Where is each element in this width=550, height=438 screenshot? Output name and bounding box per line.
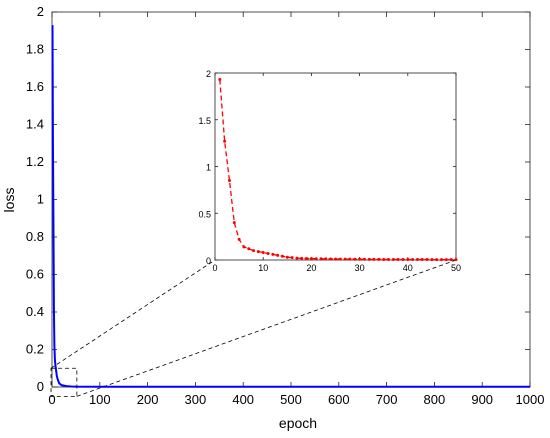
main-x-tick-label: 800 xyxy=(424,392,446,407)
inset-data-point xyxy=(232,221,236,225)
inset-data-point xyxy=(338,257,342,261)
main-x-tick-label: 500 xyxy=(280,392,302,407)
inset-x-tick-label: 20 xyxy=(306,263,316,273)
inset-data-point xyxy=(430,258,434,262)
inset-data-point xyxy=(227,179,231,183)
inset-data-point xyxy=(247,247,251,251)
inset-data-point xyxy=(348,257,352,261)
inset-data-point xyxy=(256,250,260,254)
main-x-tick-label: 1000 xyxy=(516,392,545,407)
x-axis-title: epoch xyxy=(279,415,317,431)
inset-data-point xyxy=(276,253,280,257)
zoom-connector-left xyxy=(50,259,216,369)
inset-data-point xyxy=(411,258,415,262)
inset-data-point xyxy=(362,257,366,261)
main-y-tick-label: 0.2 xyxy=(26,342,44,357)
inset-data-point xyxy=(280,254,284,258)
inset-data-point xyxy=(367,257,371,261)
inset-data-point xyxy=(218,78,222,82)
inset-data-point xyxy=(343,257,347,261)
inset-data-point xyxy=(237,237,241,241)
main-x-tick-label: 200 xyxy=(137,392,159,407)
inset-data-point xyxy=(415,258,419,262)
inset-data-point xyxy=(387,257,391,261)
inset-data-point xyxy=(435,258,439,262)
main-x-tick-label: 700 xyxy=(376,392,398,407)
main-x-tick-label: 100 xyxy=(89,392,111,407)
inset-data-point xyxy=(401,258,405,262)
inset-data-point xyxy=(271,252,275,256)
inset-y-tick-label: 0 xyxy=(206,256,211,266)
zoom-connector-lines xyxy=(50,259,457,397)
inset-plot: 0 10 20 30 40 50 0 0.5 1 1.5 2 xyxy=(198,69,461,273)
inset-data-point xyxy=(454,258,458,262)
inset-plot-frame xyxy=(214,72,457,261)
inset-data-point xyxy=(252,249,256,253)
main-x-tick-label: 300 xyxy=(185,392,207,407)
main-y-tick-label: 2 xyxy=(37,4,44,19)
inset-y-tick-label: 1 xyxy=(206,163,211,173)
inset-data-point xyxy=(444,258,448,262)
inset-data-point xyxy=(382,257,386,261)
inset-data-point xyxy=(334,257,337,261)
main-x-tick-label: 0 xyxy=(48,392,55,407)
main-y-tick-label: 1 xyxy=(37,192,44,207)
inset-data-point xyxy=(425,258,429,262)
inset-data-point xyxy=(396,257,400,261)
inset-data-point xyxy=(358,257,362,261)
main-x-tick-label: 600 xyxy=(328,392,350,407)
main-series-line xyxy=(51,25,530,388)
zoom-region-box xyxy=(50,367,78,397)
main-y-tick-label: 0.8 xyxy=(26,229,44,244)
inset-data-point xyxy=(324,257,328,261)
main-x-tick-label: 900 xyxy=(471,392,493,407)
inset-data-point xyxy=(300,256,304,260)
inset-data-point xyxy=(372,257,376,261)
main-y-tick-label: 0.6 xyxy=(26,267,44,282)
inset-x-tick-label: 10 xyxy=(258,263,268,273)
inset-y-tick-label: 2 xyxy=(206,69,211,79)
inset-data-point xyxy=(223,139,227,143)
main-y-tick-label: 1.4 xyxy=(26,117,44,132)
inset-data-point xyxy=(391,257,395,261)
y-axis-title: loss xyxy=(1,188,17,213)
inset-x-tick-label: 0 xyxy=(212,263,217,273)
inset-x-tick-label: 40 xyxy=(403,263,413,273)
inset-data-point xyxy=(314,257,318,261)
inset-data-point xyxy=(285,255,289,259)
inset-data-point xyxy=(440,258,444,262)
inset-data-point xyxy=(353,257,357,261)
inset-x-tick-label: 50 xyxy=(451,263,461,273)
inset-data-point xyxy=(305,257,309,261)
inset-data-point xyxy=(290,256,294,260)
main-y-tick-label: 1.8 xyxy=(26,42,44,57)
inset-data-point xyxy=(242,245,246,249)
main-y-tick-label: 1.6 xyxy=(26,79,44,94)
inset-data-point xyxy=(449,258,453,262)
inset-data-point xyxy=(266,251,270,255)
inset-data-point xyxy=(309,257,313,261)
inset-y-tick-label: 0.5 xyxy=(198,209,211,219)
inset-data-point xyxy=(329,257,333,261)
inset-data-point xyxy=(406,258,410,262)
inset-data-point xyxy=(377,257,381,261)
inset-y-tick-label: 1.5 xyxy=(198,116,211,126)
main-y-tick-label: 0 xyxy=(37,379,44,394)
main-y-tick-label: 1.2 xyxy=(26,154,44,169)
main-x-tick-label: 400 xyxy=(232,392,254,407)
inset-x-tick-label: 30 xyxy=(355,263,365,273)
inset-data-point xyxy=(319,257,323,261)
inset-data-point xyxy=(261,251,265,255)
inset-data-point xyxy=(295,256,299,260)
inset-data-point xyxy=(420,258,424,262)
main-y-tick-label: 0.4 xyxy=(26,304,44,319)
